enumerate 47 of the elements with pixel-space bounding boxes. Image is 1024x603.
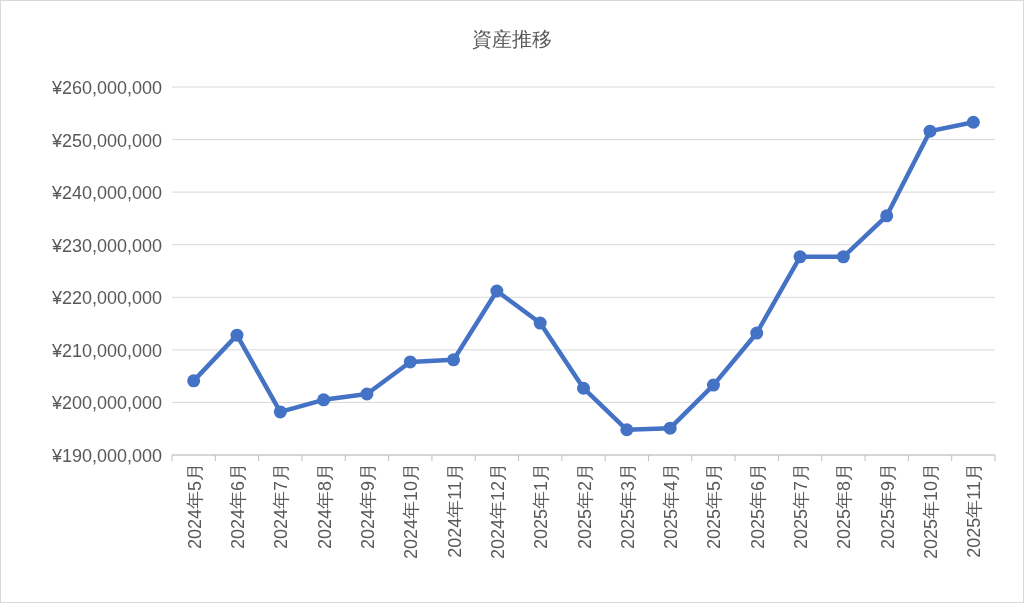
x-tick-label: 2024年11月 [444,463,465,558]
x-tick-label: 2024年6月 [227,463,248,550]
point [966,115,980,129]
y-tick-label: ¥230,000,000 [50,235,162,256]
x-tick-label: 2024年10月 [401,463,422,560]
x-tick-label: 2025年4月 [661,463,682,550]
point [663,421,677,435]
y-tick-label: ¥220,000,000 [50,288,162,309]
point [230,328,244,342]
x-tick-label: 2025年1月 [531,463,552,550]
point [923,124,937,138]
point [187,374,201,388]
y-tick-label: ¥260,000,000 [50,78,162,98]
y-tick-label: ¥200,000,000 [50,393,162,414]
point [490,284,504,298]
x-tick-label: 2025年8月 [834,463,855,550]
point [403,355,417,369]
chart-title: 資産推移 [471,28,552,50]
x-tick-label: 2025年7月 [791,463,812,550]
point [317,393,331,407]
y-tick-label: ¥210,000,000 [50,340,162,361]
x-tick-label: 2024年12月 [487,463,508,560]
x-tick-label: 2025年9月 [877,463,898,550]
x-tick-label: 2025年2月 [574,463,595,550]
x-tick-label: 2025年6月 [747,463,768,550]
x-tick-label: 2025年3月 [617,463,638,550]
x-tick-label: 2024年5月 [184,463,205,550]
point [706,378,720,392]
point [533,316,547,330]
point [750,326,764,340]
x-tick-label: 2024年8月 [314,463,335,550]
point [880,209,894,223]
point [577,381,590,395]
x-tick-label: 2025年10月 [921,463,942,560]
x-tick-label: 2024年9月 [357,463,378,550]
point [793,250,807,264]
y-tick-label: ¥240,000,000 [50,183,162,204]
x-tick-label: 2025年11月 [964,463,985,558]
point [836,250,850,264]
y-tick-label: ¥190,000,000 [50,446,162,466]
point [447,353,461,367]
point [620,423,634,437]
point [273,405,287,419]
x-tick-label: 2025年5月 [704,463,725,550]
x-tick-label: 2024年7月 [271,463,292,550]
point [360,387,374,401]
y-tick-label: ¥250,000,000 [50,130,162,151]
